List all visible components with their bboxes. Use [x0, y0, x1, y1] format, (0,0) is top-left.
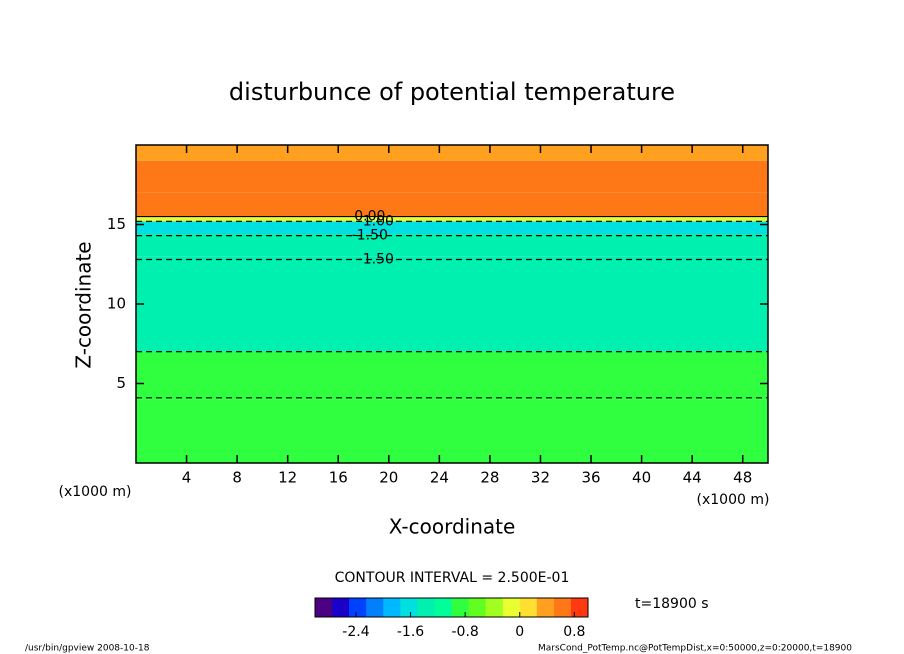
field-layer	[136, 192, 768, 217]
x-axis-label: X-coordinate	[389, 515, 516, 539]
colorbar-tick-label: -1.6	[397, 624, 424, 640]
colorbar-swatch	[536, 598, 555, 617]
field-layer	[136, 256, 768, 352]
colorbar-tick-label: -0.8	[451, 624, 478, 640]
field-layer	[136, 145, 768, 161]
x-tick-label: 12	[278, 469, 297, 487]
x-tick-label: 20	[379, 469, 398, 487]
colorbar-tick-label: 0.8	[563, 624, 585, 640]
x-tick-label: 8	[232, 469, 242, 487]
contour-label: 0.00	[354, 209, 385, 225]
time-label: t=18900 s	[635, 596, 709, 612]
field-layer	[136, 234, 768, 257]
colorbar-swatch	[485, 598, 504, 617]
field-layer	[136, 160, 768, 193]
colorbar-swatch	[417, 598, 435, 617]
colorbar-swatch	[502, 598, 521, 617]
chart-title: disturbunce of potential temperature	[229, 78, 675, 106]
field-layer	[136, 216, 768, 222]
field-layer	[136, 399, 768, 463]
colorbar-swatch	[400, 598, 418, 617]
colorbar-swatch	[468, 598, 487, 617]
colorbar-swatch	[366, 598, 384, 617]
colorbar-swatch	[519, 598, 538, 617]
colorbar-swatch	[315, 598, 333, 617]
x-tick-label: 4	[182, 469, 192, 487]
colorbar-swatch	[434, 598, 452, 617]
colorbar-tick-label: 0	[515, 624, 524, 640]
colorbar-swatch	[553, 598, 572, 617]
y-axis-label: Z-coordinate	[72, 241, 96, 368]
x-tick-label: 32	[531, 469, 550, 487]
x-tick-label: 28	[480, 469, 499, 487]
colorbar-swatch	[451, 598, 470, 617]
footer-left: /usr/bin/gpview 2008-10-18	[25, 644, 150, 654]
y-unit: (x1000 m)	[59, 484, 132, 500]
x-tick-label: 16	[329, 469, 348, 487]
contour-label: -1.50	[352, 228, 388, 244]
field-layer	[136, 351, 768, 400]
colorbar-tick-label: -2.4	[342, 624, 369, 640]
x-unit: (x1000 m)	[697, 492, 770, 508]
x-tick-label: 24	[430, 469, 449, 487]
colorbar-swatch	[383, 598, 401, 617]
colorbar-swatch	[349, 598, 367, 617]
contour-label: -1.00	[358, 213, 394, 229]
y-tick-label: 15	[107, 215, 126, 233]
footer-right: MarsCond_PotTemp.nc@PotTempDist,x=0:5000…	[538, 644, 852, 654]
x-tick-label: 40	[632, 469, 651, 487]
colorbar-swatch	[570, 598, 589, 617]
colorbar-swatch	[332, 598, 350, 617]
x-tick-label: 44	[683, 469, 702, 487]
x-tick-label: 36	[581, 469, 600, 487]
contour-label: -1.50	[358, 251, 394, 267]
x-tick-label: 48	[733, 469, 752, 487]
y-tick-label: 10	[107, 295, 126, 313]
colorbar-frame	[314, 597, 589, 618]
y-tick-label: 5	[116, 374, 126, 392]
field-layer	[136, 221, 768, 235]
contour-interval: CONTOUR INTERVAL = 2.500E-01	[335, 570, 570, 586]
